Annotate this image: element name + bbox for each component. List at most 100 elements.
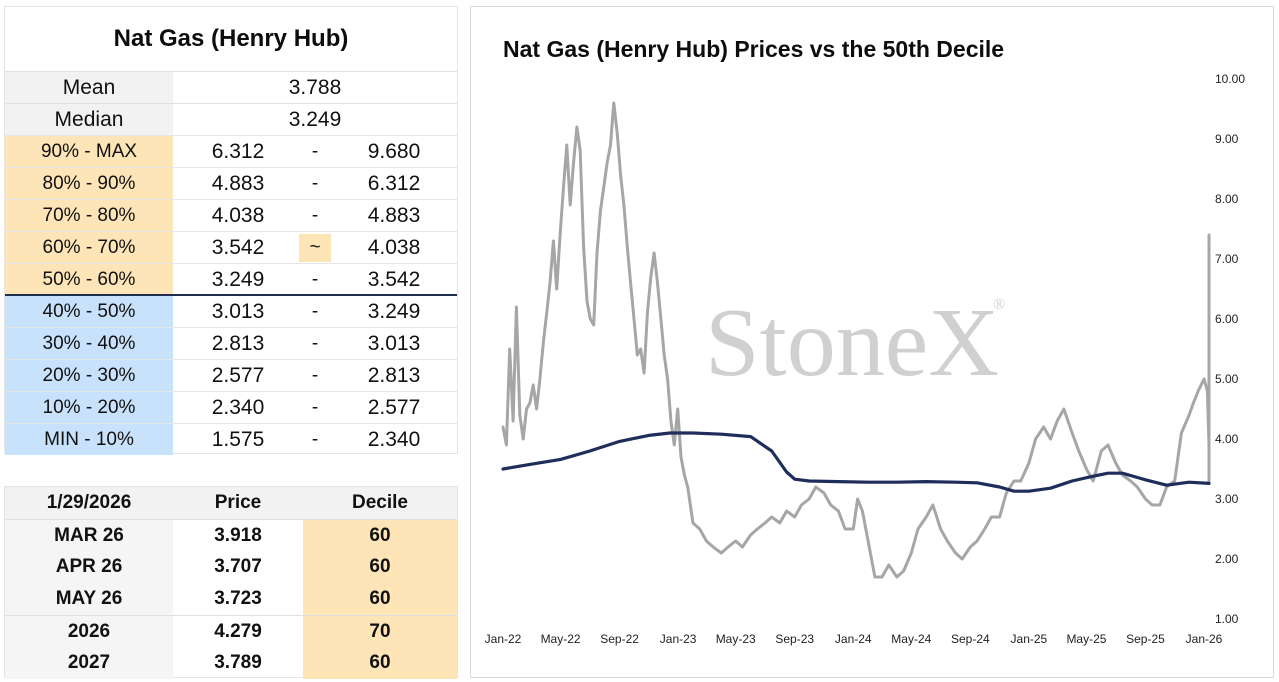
band-separator: - bbox=[311, 300, 319, 322]
band-label: 90% - MAX bbox=[5, 136, 173, 167]
x-tick-label: Jan-26 bbox=[1186, 632, 1223, 646]
contract-table-header: 1/29/2026 Price Decile bbox=[5, 487, 457, 519]
contract-row: 2027 3.789 60 bbox=[5, 647, 457, 679]
header-decile: Decile bbox=[303, 487, 457, 519]
band-label: 50% - 60% bbox=[5, 264, 173, 295]
band-row: 70% - 80% 4.038 - 4.883 bbox=[5, 199, 457, 231]
band-high-value: 6.312 bbox=[367, 171, 421, 195]
y-tick-label: 7.00 bbox=[1215, 252, 1239, 266]
band-low-value: 4.038 bbox=[211, 203, 265, 227]
band-label: 40% - 50% bbox=[5, 296, 173, 327]
y-tick-label: 8.00 bbox=[1215, 192, 1239, 206]
stat-label: Mean bbox=[5, 72, 173, 103]
x-tick-label: May-25 bbox=[1066, 632, 1106, 646]
x-tick-label: May-22 bbox=[541, 632, 581, 646]
band-label: 70% - 80% bbox=[5, 200, 173, 231]
y-tick-label: 9.00 bbox=[1215, 132, 1239, 146]
x-tick-label: May-24 bbox=[891, 632, 931, 646]
contract-price: 3.707 bbox=[214, 556, 262, 577]
band-row: 50% - 60% 3.249 - 3.542 bbox=[5, 263, 457, 295]
band-low-value: 3.249 bbox=[211, 267, 265, 291]
band-high-value: 2.813 bbox=[367, 363, 421, 387]
stat-row-median: Median 3.249 bbox=[5, 103, 457, 135]
band-low-value: 2.577 bbox=[211, 363, 265, 387]
band-high-value: 4.038 bbox=[367, 235, 421, 259]
band-label: 80% - 90% bbox=[5, 168, 173, 199]
stat-label: Median bbox=[5, 104, 173, 135]
watermark-registered-mark: ® bbox=[993, 296, 1005, 313]
y-tick-label: 3.00 bbox=[1215, 492, 1239, 506]
contract-name: 2027 bbox=[5, 647, 173, 679]
band-low-value: 3.013 bbox=[211, 299, 265, 323]
contract-decile: 60 bbox=[303, 520, 457, 552]
contract-decile: 60 bbox=[303, 583, 457, 615]
band-separator: - bbox=[311, 172, 319, 194]
decile-table: Nat Gas (Henry Hub) Mean 3.788 Median 3.… bbox=[4, 6, 458, 455]
band-row: 20% - 30% 2.577 - 2.813 bbox=[5, 359, 457, 391]
x-axis: Jan-22 May-22 Sep-22 Jan-23 May-23 Sep-23 Jan-… bbox=[485, 632, 1223, 646]
contract-name: 2026 bbox=[5, 616, 173, 648]
x-tick-label: Jan-25 bbox=[1011, 632, 1048, 646]
x-tick-label: Jan-22 bbox=[485, 632, 522, 646]
watermark: StoneX ® bbox=[705, 289, 1005, 397]
y-tick-label: 2.00 bbox=[1215, 552, 1239, 566]
contract-price: 3.789 bbox=[214, 652, 262, 673]
band-row: 30% - 40% 2.813 - 3.013 bbox=[5, 327, 457, 359]
band-row-current: 60% - 70% 3.542 ~ 4.038 bbox=[5, 231, 457, 263]
contract-decile: 70 bbox=[303, 616, 457, 648]
band-separator: - bbox=[311, 428, 319, 450]
band-high-value: 9.680 bbox=[367, 139, 421, 163]
series-line-50th-decile bbox=[501, 431, 1211, 493]
band-row: 40% - 50% 3.013 - 3.249 bbox=[5, 296, 457, 328]
band-high-value: 3.249 bbox=[367, 299, 421, 323]
band-high-value: 2.340 bbox=[367, 427, 421, 451]
band-label: 10% - 20% bbox=[5, 392, 173, 423]
band-separator: - bbox=[311, 396, 319, 418]
median-divider bbox=[5, 294, 457, 296]
contract-row: MAR 26 3.918 60 bbox=[5, 519, 457, 552]
band-row: 90% - MAX 6.312 - 9.680 bbox=[5, 135, 457, 167]
x-tick-label: Sep-22 bbox=[600, 632, 639, 646]
band-low-value: 3.542 bbox=[211, 235, 265, 259]
band-label: MIN - 10% bbox=[5, 424, 173, 455]
current-decile-marker: ~ bbox=[299, 234, 331, 262]
band-separator: - bbox=[311, 204, 319, 226]
band-low-value: 2.813 bbox=[211, 331, 265, 355]
band-separator: - bbox=[311, 332, 319, 354]
contract-price: 3.723 bbox=[214, 588, 262, 609]
band-label: 60% - 70% bbox=[5, 232, 173, 263]
contract-name: MAR 26 bbox=[5, 520, 173, 552]
x-tick-label: Jan-24 bbox=[835, 632, 872, 646]
band-separator: - bbox=[311, 268, 319, 290]
contract-price: 3.918 bbox=[214, 525, 262, 546]
contract-decile: 60 bbox=[303, 551, 457, 583]
contract-name: APR 26 bbox=[5, 551, 173, 583]
stat-value: 3.788 bbox=[288, 75, 342, 99]
band-row: 10% - 20% 2.340 - 2.577 bbox=[5, 391, 457, 423]
x-tick-label: Sep-24 bbox=[951, 632, 990, 646]
stat-value: 3.249 bbox=[288, 107, 342, 131]
band-low-value: 4.883 bbox=[211, 171, 265, 195]
y-axis: 1.00 2.00 3.00 4.00 5.00 6.00 7.00 8.00 9.00 10.0… bbox=[1215, 72, 1245, 626]
contract-row: APR 26 3.707 60 bbox=[5, 551, 457, 583]
contract-decile-table: 1/29/2026 Price Decile MAR 26 3.918 60 A… bbox=[4, 486, 458, 679]
contract-row: 2026 4.279 70 bbox=[5, 615, 457, 648]
y-tick-label: 1.00 bbox=[1215, 612, 1239, 626]
band-high-value: 4.883 bbox=[367, 203, 421, 227]
x-tick-label: Sep-23 bbox=[775, 632, 814, 646]
price-chart: Nat Gas (Henry Hub) Prices vs the 50th D… bbox=[485, 36, 1246, 646]
header-date: 1/29/2026 bbox=[5, 487, 173, 519]
header-price: Price bbox=[173, 487, 303, 519]
band-low-value: 1.575 bbox=[211, 427, 265, 451]
chart-title: Nat Gas (Henry Hub) Prices vs the 50th D… bbox=[503, 36, 1004, 62]
x-tick-label: Jan-23 bbox=[660, 632, 697, 646]
y-tick-label: 6.00 bbox=[1215, 312, 1239, 326]
band-low-value: 2.340 bbox=[211, 395, 265, 419]
x-tick-label: Sep-25 bbox=[1126, 632, 1165, 646]
series-layer bbox=[501, 101, 1211, 579]
y-tick-label: 5.00 bbox=[1215, 372, 1239, 386]
band-label: 20% - 30% bbox=[5, 360, 173, 391]
price-chart-panel: Nat Gas (Henry Hub) Prices vs the 50th D… bbox=[470, 6, 1274, 678]
y-tick-label: 10.00 bbox=[1215, 72, 1245, 86]
band-high-value: 3.542 bbox=[367, 267, 421, 291]
